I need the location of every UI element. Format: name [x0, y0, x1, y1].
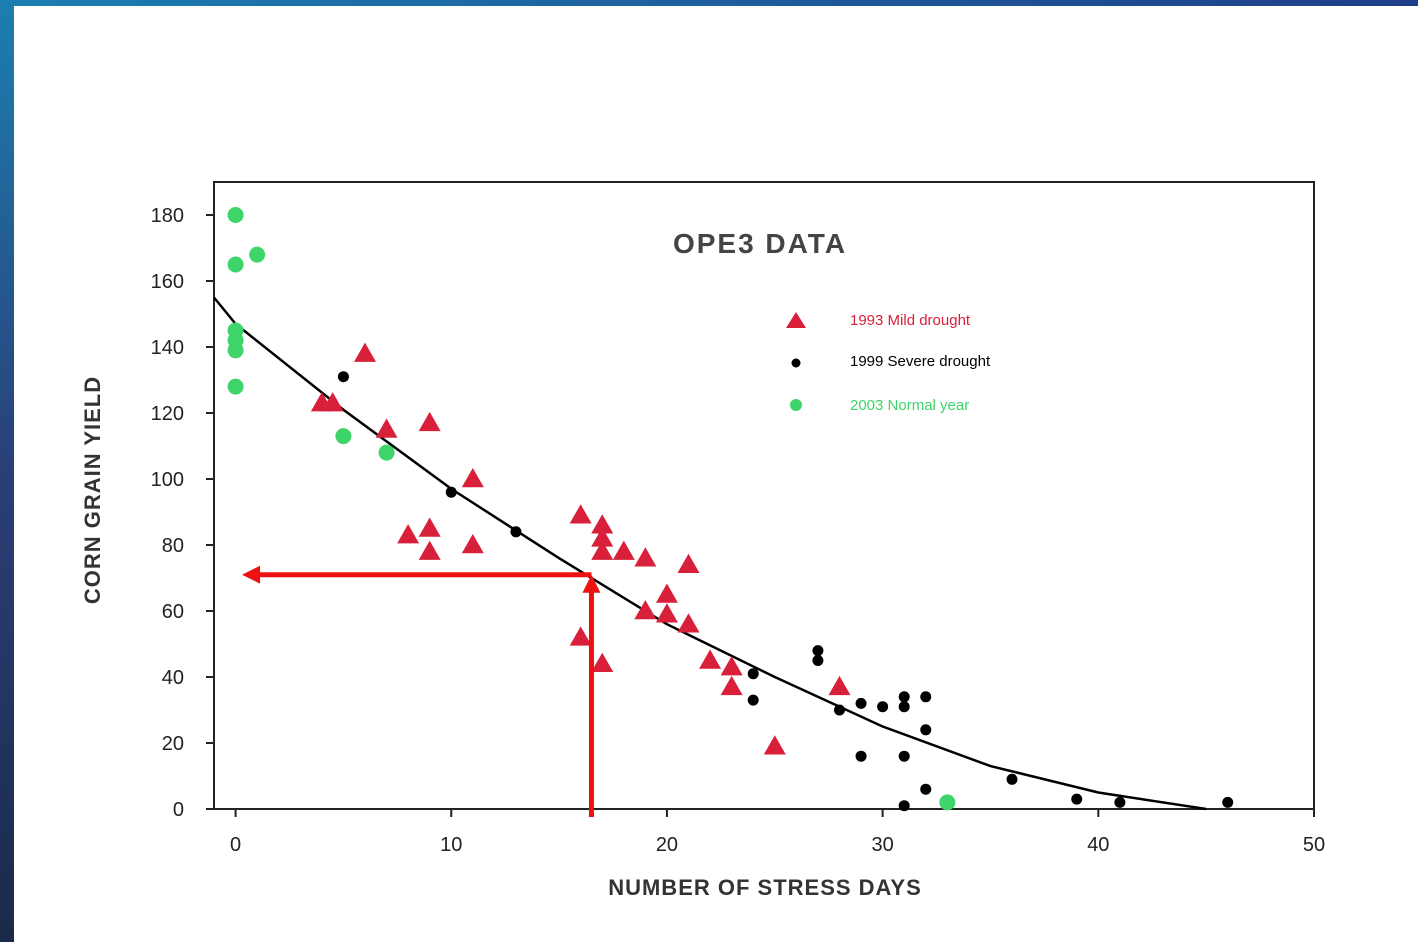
trend-curve: [213, 296, 1207, 811]
y-tick-label: 0: [173, 799, 184, 821]
point-series-0: [591, 514, 614, 534]
point-series-0: [591, 527, 614, 547]
point-series-0: [655, 603, 678, 623]
point-series-1: [920, 783, 932, 795]
read-off-arrows: [242, 565, 601, 817]
point-series-1: [812, 655, 824, 666]
point-series-0: [634, 547, 657, 567]
point-series-0: [612, 540, 635, 560]
point-series-1: [855, 697, 867, 709]
legend-marker-1999: [791, 358, 801, 368]
point-series-1: [1222, 796, 1234, 808]
point-series-2: [227, 256, 244, 273]
point-series-0: [461, 534, 484, 554]
point-series-1: [510, 526, 522, 538]
point-series-1: [812, 645, 824, 657]
point-series-0: [418, 540, 441, 560]
point-series-1: [898, 701, 910, 713]
point-series-2: [335, 428, 352, 445]
tick-labels: 0 20 40 60 80 100 120 140 160 180 0 10 20 30 40 50: [151, 205, 1326, 856]
point-series-1: [898, 750, 910, 762]
point-series-0: [828, 675, 851, 696]
point-series-0: [763, 735, 786, 755]
y-tick-label: 60: [162, 601, 184, 623]
point-series-0: [461, 468, 484, 488]
x-tick-label: 0: [230, 834, 241, 856]
point-series-0: [699, 649, 722, 669]
x-tick-label: 40: [1087, 834, 1109, 856]
point-series-0: [655, 583, 678, 603]
y-tick-label: 40: [162, 667, 184, 689]
frame-left-bar: [0, 0, 14, 942]
x-tick-label: 20: [656, 834, 678, 856]
point-series-1: [445, 486, 457, 498]
point-series-0: [591, 652, 614, 673]
point-series-0: [677, 553, 700, 574]
legend-label-2003: 2003 Normal year: [850, 397, 969, 414]
point-series-1: [877, 701, 889, 713]
legend: 1993 Mild drought 1999 Severe drought 20…: [786, 312, 991, 414]
point-series-1: [920, 691, 932, 703]
point-series-1: [747, 668, 759, 680]
point-series-1: [337, 371, 349, 383]
point-series-1: [747, 694, 759, 706]
legend-marker-2003: [790, 399, 802, 411]
point-series-1: [1006, 773, 1018, 785]
plot-area: [213, 181, 1315, 810]
point-series-0: [418, 411, 441, 432]
point-series-0: [720, 656, 743, 676]
frame-top-bar: [0, 0, 1418, 6]
point-series-2: [939, 794, 956, 811]
point-series-1: [1114, 796, 1126, 808]
chart-title: OPE3 DATA: [673, 228, 847, 259]
point-series-0: [418, 517, 441, 537]
point-series-0: [634, 600, 657, 620]
horizontal-arrow-head: [242, 565, 261, 584]
point-series-1: [1071, 793, 1083, 805]
vertical-arrow-head: [582, 574, 601, 593]
x-tick-label: 30: [872, 834, 894, 856]
point-series-0: [591, 540, 614, 560]
point-series-2: [227, 342, 244, 359]
point-series-0: [569, 504, 592, 524]
point-series-0: [677, 613, 700, 633]
y-tick-label: 120: [151, 403, 184, 425]
y-tick-label: 20: [162, 733, 184, 755]
legend-marker-1993: [786, 312, 806, 328]
y-tick-label: 160: [151, 271, 184, 293]
point-series-0: [375, 418, 398, 438]
point-series-1: [833, 704, 845, 716]
y-tick-label: 140: [151, 337, 184, 359]
y-tick-label: 180: [151, 205, 184, 227]
data-points: [227, 207, 1234, 812]
point-series-0: [720, 675, 743, 696]
point-series-2: [227, 378, 244, 395]
point-series-1: [898, 691, 910, 703]
point-series-1: [920, 724, 932, 736]
x-tick-label: 50: [1303, 834, 1325, 856]
point-series-2: [227, 207, 244, 223]
point-series-0: [321, 392, 344, 412]
legend-label-1993: 1993 Mild drought: [850, 312, 971, 329]
legend-label-1999: 1999 Severe drought: [850, 353, 991, 370]
y-axis-title: CORN GRAIN YIELD: [80, 376, 105, 604]
y-tick-label: 80: [162, 535, 184, 557]
x-axis-title: NUMBER OF STRESS DAYS: [608, 875, 922, 900]
point-series-0: [397, 524, 420, 544]
point-series-2: [249, 246, 266, 263]
axis-ticks: [206, 214, 1315, 817]
point-series-0: [569, 626, 592, 646]
point-series-0: [353, 342, 376, 362]
y-tick-label: 100: [151, 469, 184, 491]
point-series-1: [898, 800, 910, 812]
x-tick-label: 10: [440, 834, 462, 856]
point-series-1: [855, 750, 867, 762]
point-series-2: [378, 444, 395, 461]
